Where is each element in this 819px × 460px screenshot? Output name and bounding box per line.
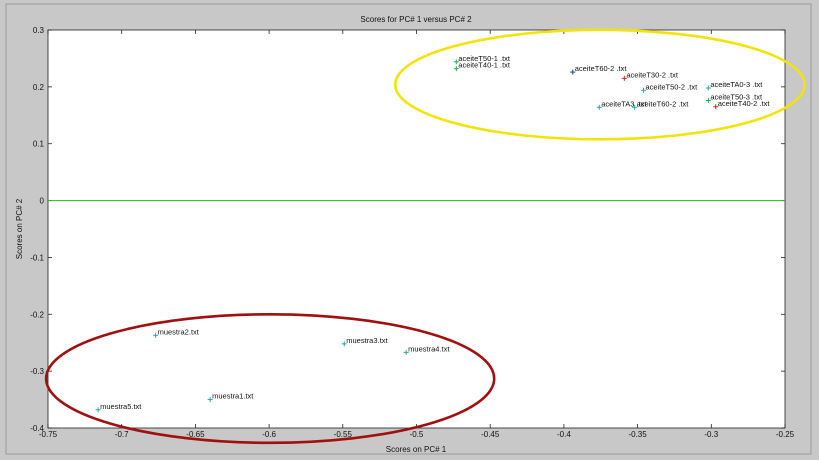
- point-label: aceiteT40-2 .txt: [718, 99, 771, 108]
- y-tick-label: -0.2: [30, 310, 44, 319]
- point-label: aceiteT30-2 .txt: [626, 70, 679, 79]
- data-point: aceiteT50-3 .txt: [705, 93, 763, 104]
- window-frame: [5, 3, 812, 455]
- point-label: muestra4.txt: [408, 344, 450, 353]
- x-tick-label: -0.4: [557, 430, 571, 439]
- data-point: aceiteT30-2 .txt: [621, 70, 679, 81]
- x-tick-label: -0.25: [776, 430, 795, 439]
- y-tick-label: -0.3: [30, 367, 44, 376]
- point-label: aceiteT40-1 .txt: [458, 61, 511, 70]
- x-tick-label: -0.3: [704, 430, 718, 439]
- x-tick-label: -0.65: [186, 430, 205, 439]
- data-point: muestra4.txt: [403, 344, 450, 355]
- lower-group-ellipse: [44, 313, 496, 445]
- data-point: aceiteT40-2 .txt: [713, 99, 770, 110]
- data-point: muestra5.txt: [95, 402, 142, 413]
- point-label: aceiteT50-3 .txt: [710, 93, 763, 102]
- y-tick-label: -0.1: [30, 253, 44, 262]
- x-tick-label: -0.55: [334, 430, 353, 439]
- x-tick-label: -0.75: [39, 430, 58, 439]
- x-axis-label: Scores on PC# 1: [386, 445, 447, 454]
- group-ellipses: [44, 28, 807, 445]
- y-axis-label: Scores on PC# 2: [15, 198, 24, 259]
- y-tick-label: 0.1: [33, 140, 45, 149]
- point-label: muestra5.txt: [100, 402, 142, 411]
- point-label: aceiteT60-2 .txt: [575, 64, 628, 73]
- point-label: muestra3.txt: [346, 336, 388, 345]
- point-label: muestra1.txt: [212, 392, 254, 401]
- data-point: aceiteT40-1 .txt: [453, 61, 511, 72]
- plot-area: [47, 29, 786, 429]
- point-label: aceiteTA3 .txt: [601, 99, 647, 108]
- data-point: muestra1.txt: [207, 392, 254, 403]
- point-label: aceiteT50-1 .txt: [458, 54, 511, 63]
- point-label: aceiteTA0-3 .txt: [710, 80, 763, 89]
- axis-ticks: -0.75 -0.7 -0.65 -0.6 -0.55 -0.5 -0.45 -0.4 -0.3…: [30, 26, 794, 439]
- point-label: muestra2.txt: [158, 327, 200, 336]
- y-tick-label: -0.4: [30, 424, 44, 433]
- point-label: aceiteT50-2 .txt: [645, 82, 698, 91]
- data-point: aceiteT50-2 .txt: [640, 82, 698, 93]
- point-label: aceiteT60-2 .txt: [637, 99, 690, 108]
- y-tick-label: 0: [40, 197, 45, 206]
- x-tick-label: -0.35: [628, 430, 647, 439]
- x-tick-label: -0.45: [481, 430, 500, 439]
- data-point: aceiteTA3 .txt: [596, 99, 647, 110]
- y-tick-label: 0.2: [33, 83, 45, 92]
- y-tick-label: 0.3: [33, 26, 45, 35]
- data-point: aceiteT50-1 .txt: [453, 54, 511, 65]
- upper-group-ellipse: [393, 28, 807, 141]
- data-point: aceiteT60-2 .txt: [570, 64, 627, 75]
- data-point: muestra3.txt: [341, 336, 388, 347]
- data-point: muestra2.txt: [153, 327, 200, 338]
- x-tick-label: -0.5: [410, 430, 424, 439]
- chart-title: Scores for PC# 1 versus PC# 2: [360, 15, 472, 24]
- data-point: aceiteT60-2 .txt: [632, 99, 689, 110]
- x-tick-label: -0.6: [262, 430, 276, 439]
- x-tick-label: -0.7: [115, 430, 129, 439]
- data-point: aceiteTA0-3 .txt: [705, 80, 763, 91]
